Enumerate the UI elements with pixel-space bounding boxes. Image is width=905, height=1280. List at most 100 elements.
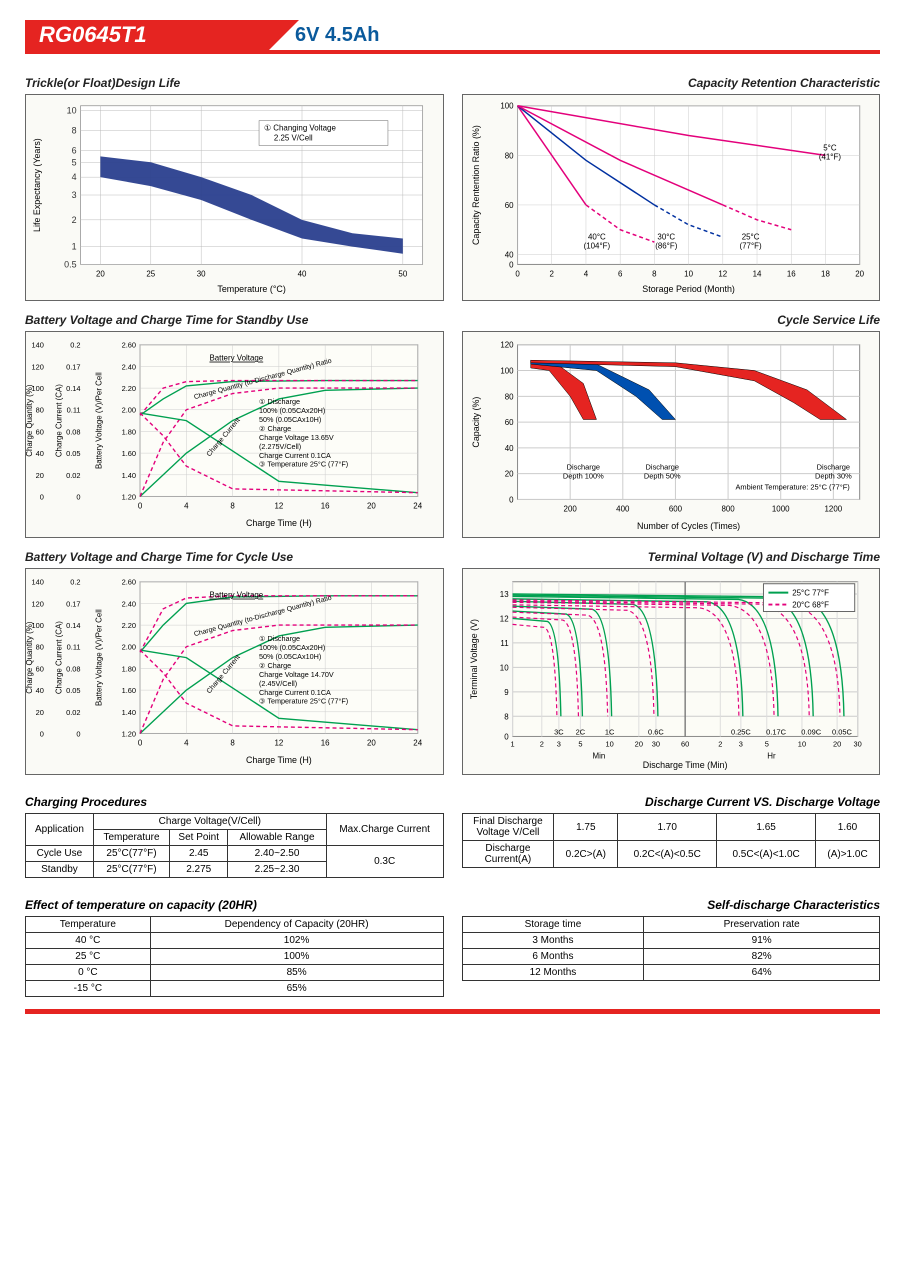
svg-text:18: 18	[821, 269, 830, 278]
svg-text:0.2: 0.2	[70, 578, 80, 587]
svg-text:11: 11	[500, 639, 509, 648]
svg-text:12: 12	[499, 614, 508, 623]
svg-text:(104°F): (104°F)	[583, 242, 610, 251]
svg-text:20: 20	[36, 708, 44, 717]
svg-text:140: 140	[31, 341, 43, 350]
svg-text:Life Expectancy (Years): Life Expectancy (Years)	[32, 138, 42, 232]
svg-text:0: 0	[515, 269, 520, 278]
table-tempcap: TemperatureDependency of Capacity (20HR)…	[25, 916, 444, 997]
svg-text:5: 5	[764, 739, 768, 748]
svg-text:2: 2	[72, 215, 77, 225]
svg-text:(86°F): (86°F)	[655, 242, 677, 251]
svg-text:0.02: 0.02	[66, 708, 80, 717]
svg-text:9: 9	[504, 688, 509, 697]
svg-text:Charge Voltage 14.70V: Charge Voltage 14.70V	[259, 670, 334, 679]
svg-text:Battery Voltage (V)/Per Cell: Battery Voltage (V)/Per Cell	[94, 609, 103, 706]
svg-text:20: 20	[367, 738, 376, 747]
footer-line	[25, 1009, 880, 1014]
svg-text:60: 60	[681, 739, 689, 748]
table-dischargevs: Final Discharge Voltage V/Cell1.751.701.…	[462, 813, 881, 868]
svg-text:40: 40	[36, 449, 44, 458]
svg-text:20: 20	[832, 739, 840, 748]
svg-text:2.60: 2.60	[122, 578, 136, 587]
svg-text:0: 0	[504, 732, 509, 741]
svg-text:30: 30	[197, 269, 206, 278]
svg-text:4: 4	[583, 269, 588, 278]
svg-text:800: 800	[721, 504, 735, 513]
svg-text:10: 10	[499, 663, 508, 672]
svg-text:16: 16	[321, 501, 330, 510]
svg-text:25°C: 25°C	[741, 233, 759, 242]
svg-text:20: 20	[634, 739, 642, 748]
chart-cyclelife: 02040608010012020040060080010001200Disch…	[462, 331, 881, 538]
svg-text:0: 0	[76, 492, 80, 501]
svg-text:Discharge: Discharge	[816, 463, 849, 472]
svg-text:Charge Current 0.1CA: Charge Current 0.1CA	[259, 451, 331, 460]
svg-text:40: 40	[504, 444, 513, 453]
svg-text:Charge Quantity (%): Charge Quantity (%)	[26, 621, 34, 694]
chart-trickle: 0.51234568102025304050Temperature (°C)Li…	[25, 94, 444, 301]
svg-text:40: 40	[36, 686, 44, 695]
svg-text:③ Temperature 25°C (77°F): ③ Temperature 25°C (77°F)	[259, 697, 348, 706]
svg-text:4: 4	[184, 738, 189, 747]
svg-text:0.6C: 0.6C	[648, 727, 664, 736]
svg-text:0.09C: 0.09C	[801, 727, 821, 736]
svg-text:40: 40	[298, 269, 307, 278]
svg-text:② Charge: ② Charge	[259, 661, 291, 670]
svg-text:60: 60	[36, 427, 44, 436]
svg-text:3: 3	[738, 739, 742, 748]
svg-text:0.2: 0.2	[70, 341, 80, 350]
svg-text:② Charge: ② Charge	[259, 424, 291, 433]
svg-text:1.20: 1.20	[122, 729, 136, 738]
svg-text:2.00: 2.00	[122, 643, 136, 652]
svg-text:80: 80	[36, 406, 44, 415]
chart-terminal: 89101112130123510203060235102030MinHrDis…	[462, 568, 881, 775]
svg-text:24: 24	[413, 738, 422, 747]
svg-text:1.60: 1.60	[122, 449, 136, 458]
svg-text:0: 0	[40, 729, 44, 738]
svg-text:Charge Quantity (%): Charge Quantity (%)	[26, 384, 34, 457]
svg-text:Charge Time (H): Charge Time (H)	[246, 518, 312, 528]
svg-text:8: 8	[72, 126, 77, 136]
svg-text:5: 5	[72, 157, 77, 167]
svg-text:1: 1	[72, 242, 77, 252]
svg-text:0: 0	[76, 729, 80, 738]
svg-text:Charge Current (CA): Charge Current (CA)	[55, 621, 64, 694]
svg-text:Ambient Temperature: 25°C (77°: Ambient Temperature: 25°C (77°F)	[735, 483, 850, 492]
table-title-tempcap: Effect of temperature on capacity (20HR)	[25, 898, 444, 912]
svg-text:Capacity (%): Capacity (%)	[470, 397, 480, 448]
svg-text:60: 60	[504, 201, 513, 210]
svg-text:30: 30	[651, 739, 659, 748]
svg-text:16: 16	[786, 269, 795, 278]
svg-text:2: 2	[718, 739, 722, 748]
svg-text:1.80: 1.80	[122, 664, 136, 673]
table-title-charging: Charging Procedures	[25, 795, 444, 809]
svg-text:2.25 V/Cell: 2.25 V/Cell	[274, 133, 313, 142]
svg-text:Battery Voltage: Battery Voltage	[209, 591, 263, 600]
svg-text:(2.45V/Cell): (2.45V/Cell)	[259, 679, 297, 688]
svg-text:0.11: 0.11	[67, 643, 81, 652]
svg-text:30: 30	[853, 739, 861, 748]
svg-text:Discharge: Discharge	[645, 463, 678, 472]
svg-text:10: 10	[684, 269, 693, 278]
chart-title-cycleuse: Battery Voltage and Charge Time for Cycl…	[25, 550, 444, 564]
svg-text:2.20: 2.20	[122, 384, 136, 393]
svg-text:③ Temperature 25°C (77°F): ③ Temperature 25°C (77°F)	[259, 460, 348, 469]
svg-text:0.14: 0.14	[66, 621, 80, 630]
svg-text:4: 4	[184, 501, 189, 510]
svg-text:10: 10	[797, 739, 805, 748]
svg-text:4: 4	[72, 172, 77, 182]
svg-text:Battery Voltage: Battery Voltage	[209, 354, 263, 363]
svg-text:Battery Voltage (V)/Per Cell: Battery Voltage (V)/Per Cell	[94, 372, 103, 469]
svg-text:200: 200	[563, 504, 577, 513]
svg-text:80: 80	[36, 643, 44, 652]
svg-text:25°C 77°F: 25°C 77°F	[792, 589, 829, 598]
svg-text:0.17: 0.17	[66, 599, 80, 608]
svg-text:20: 20	[36, 471, 44, 480]
svg-text:0.08: 0.08	[66, 427, 80, 436]
chart-title-retention: Capacity Retention Characteristic	[462, 76, 881, 90]
svg-text:12: 12	[274, 738, 283, 747]
svg-text:(2.275V/Cell): (2.275V/Cell)	[259, 442, 301, 451]
svg-text:Storage Period (Month): Storage Period (Month)	[642, 284, 735, 294]
svg-text:50: 50	[398, 269, 407, 278]
